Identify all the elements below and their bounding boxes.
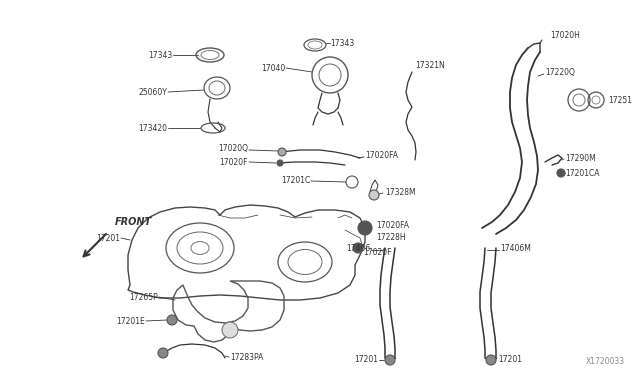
Circle shape [277, 160, 283, 166]
Text: 17201: 17201 [96, 234, 120, 243]
Text: 25060Y: 25060Y [138, 87, 167, 96]
Text: 17406: 17406 [346, 244, 370, 253]
Text: 17201E: 17201E [116, 317, 145, 327]
Circle shape [557, 169, 565, 177]
Text: 17265P: 17265P [129, 292, 158, 301]
Text: 17020H: 17020H [550, 31, 580, 39]
Text: 17228H: 17228H [376, 232, 406, 241]
Text: 17020FA: 17020FA [376, 221, 409, 230]
Text: 17343: 17343 [330, 38, 355, 48]
Circle shape [358, 221, 372, 235]
Text: 17201: 17201 [498, 356, 522, 365]
Text: 17321N: 17321N [415, 61, 445, 70]
Circle shape [385, 355, 395, 365]
Text: 17406M: 17406M [500, 244, 531, 253]
Text: X1720033: X1720033 [586, 357, 625, 366]
Circle shape [369, 190, 379, 200]
Text: 17020F: 17020F [220, 157, 248, 167]
Text: FRONT: FRONT [115, 217, 152, 227]
Text: 17201C: 17201C [281, 176, 310, 185]
Text: 17020FA: 17020FA [365, 151, 398, 160]
Text: 17283PA: 17283PA [230, 353, 264, 362]
Circle shape [486, 355, 496, 365]
Text: 17020F: 17020F [363, 247, 392, 257]
Text: 17251: 17251 [608, 96, 632, 105]
Text: 17020Q: 17020Q [218, 144, 248, 153]
Text: 17328M: 17328M [385, 187, 415, 196]
Circle shape [278, 148, 286, 156]
Text: 17290M: 17290M [565, 154, 596, 163]
Text: 173420: 173420 [138, 124, 167, 132]
Text: 17040: 17040 [260, 64, 285, 73]
Text: 17201CA: 17201CA [565, 169, 600, 177]
Circle shape [158, 348, 168, 358]
Text: 17201: 17201 [354, 356, 378, 365]
Circle shape [222, 322, 238, 338]
Circle shape [167, 315, 177, 325]
Text: 17343: 17343 [148, 51, 172, 60]
Text: 17220Q: 17220Q [545, 67, 575, 77]
Circle shape [353, 243, 363, 253]
